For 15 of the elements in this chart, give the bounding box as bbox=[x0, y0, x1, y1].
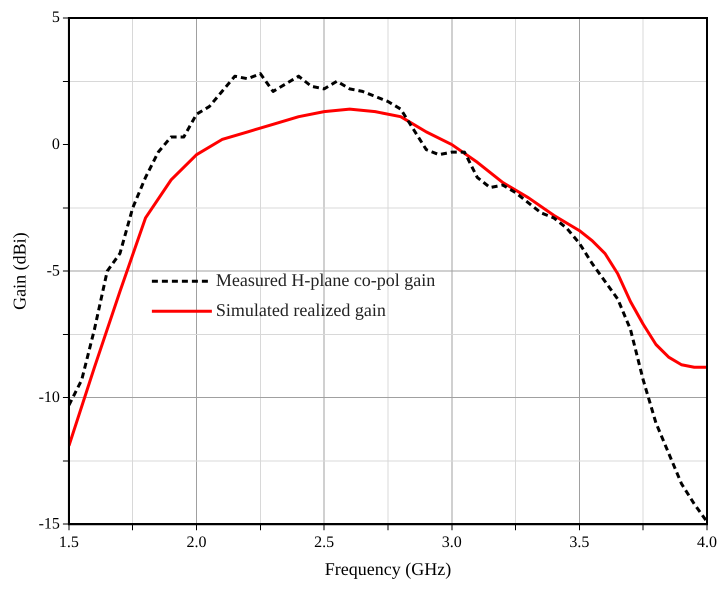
y-tick-label: 0 bbox=[52, 136, 60, 153]
y-tick-label: -10 bbox=[38, 388, 60, 406]
x-tick-label: 1.5 bbox=[58, 534, 79, 552]
legend-label: Measured H-plane co-pol gain bbox=[216, 270, 436, 290]
x-tick-label: 3.5 bbox=[569, 534, 590, 552]
y-tick-label: -5 bbox=[46, 262, 60, 280]
y-tick-label: 5 bbox=[52, 9, 60, 26]
x-tick-label: 2.5 bbox=[314, 534, 334, 552]
text: 2.0 bbox=[186, 534, 207, 552]
x-axis-title: Frequency (GHz) bbox=[324, 558, 452, 579]
y-axis-title: Gain (dBi) bbox=[10, 232, 30, 310]
y-tick-label: -15 bbox=[38, 515, 60, 532]
text: 4.0 bbox=[697, 534, 717, 552]
text: 3.0 bbox=[442, 534, 462, 552]
legend-label: Simulated realized gain bbox=[216, 300, 386, 320]
